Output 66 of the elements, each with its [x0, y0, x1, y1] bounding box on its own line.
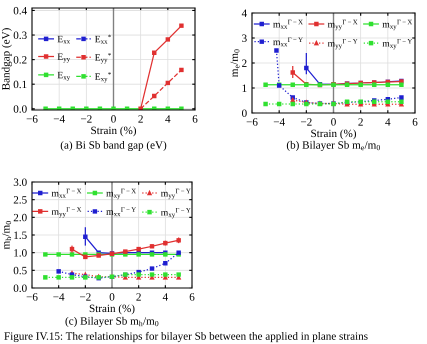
legend-label: m$_{xy}$$^{Γ−X}$ — [106, 188, 136, 200]
x-tick-label: 6 — [190, 293, 194, 301]
y-axis-title: m$_{e}$/m$_{0}$ — [230, 49, 240, 77]
x-tick-label: 6 — [192, 115, 198, 123]
x-axis-title: Strain (%) — [91, 126, 136, 136]
y-tick-label: 0.5 — [14, 266, 27, 274]
x-tick-label: 4 — [165, 115, 170, 123]
legend-label: E$_{yy}$$^{*}$ — [94, 53, 111, 64]
y-axis-title: m$_{h}$/m$_{0}$ — [2, 221, 12, 250]
y-tick-label: 3.0 — [14, 178, 27, 186]
y-tick-label: 1 — [242, 84, 246, 92]
x-tick-label: −2 — [80, 115, 92, 123]
y-tick-label: 2.0 — [14, 214, 27, 222]
legend-label: m$_{yy}$$^{Γ−X}$ — [328, 20, 358, 30]
y-tick-label: 1.0 — [14, 249, 27, 257]
x-axis-title: Strain (%) — [90, 304, 134, 314]
x-tick-label: −4 — [274, 118, 285, 126]
legend-label: m$_{xx}$$^{Γ−X}$ — [273, 20, 303, 29]
legend-label: m$_{xx}$$^{Γ−Y}$ — [273, 38, 303, 46]
y-tick-label: 0.0 — [14, 105, 27, 113]
y-tick-label: 3 — [242, 34, 247, 42]
x-tick-label: −4 — [53, 293, 64, 301]
legend-label: m$_{yy}$$^{Γ−X}$ — [52, 207, 82, 218]
legend-label: E$_{xx}$$^{*}$ — [94, 34, 111, 44]
x-tick-label: 0 — [331, 118, 336, 126]
x-tick-label: 2 — [136, 293, 141, 301]
text: (c) Bilayer Sb m$_{h}$/m$_{0}$ — [65, 316, 158, 327]
legend-label: m$_{xx}$$^{Γ−X}$ — [52, 188, 82, 198]
x-tick-label: −6 — [26, 293, 38, 301]
legend-label: E$_{yy}$ — [58, 53, 70, 63]
y-tick-label: 1.5 — [14, 232, 27, 240]
x-tick-label: −2 — [300, 118, 312, 126]
x-tick-label: −2 — [80, 293, 91, 301]
x-tick-label: −6 — [246, 118, 258, 126]
legend-label: m$_{xy}$$^{Γ−Y}$ — [160, 208, 191, 218]
x-tick-label: 4 — [385, 118, 390, 126]
x-tick-label: 2 — [358, 118, 363, 126]
legend-label: m$_{xy}$$^{Γ−Y}$ — [382, 38, 412, 50]
x-tick-label: −4 — [54, 115, 65, 123]
x-tick-label: 4 — [162, 293, 168, 301]
legend-label: m$_{yy}$$^{Γ−Y}$ — [160, 188, 191, 200]
text: (b) Bilayer Sb m$_{e}$/m$_{0}$ — [286, 140, 380, 151]
text: Figure IV.15: The relationships for bilayer Sb between the applied in plane strains — [4, 332, 368, 342]
legend-label: E$_{xx}$ — [58, 36, 70, 44]
legend-label: m$_{yy}$$^{Γ−Y}$ — [328, 38, 358, 50]
y-tick-label: 4 — [242, 10, 247, 17]
y-axis-title: Bandgap (eV) — [2, 28, 12, 90]
x-tick-label: 6 — [412, 118, 418, 126]
y-tick-label: 0 — [242, 109, 247, 117]
x-tick-label: 0 — [110, 293, 114, 301]
y-tick-label: 2.5 — [14, 196, 27, 204]
x-tick-label: 2 — [138, 115, 143, 123]
y-tick-label: 0.4 — [14, 6, 27, 14]
legend-label: E$_{xy}$ — [58, 72, 70, 82]
legend-label: m$_{xx}$$^{Γ−Y}$ — [106, 207, 136, 216]
y-tick-label: 0.2 — [14, 56, 27, 64]
legend-label: E$_{xy}$$^{*}$ — [94, 72, 111, 83]
text: (a) Bi Sb band gap (eV) — [60, 140, 166, 152]
x-tick-label: 0 — [111, 115, 116, 123]
y-tick-label: 0.3 — [14, 32, 27, 40]
x-tick-label: −6 — [26, 115, 38, 123]
y-tick-label: 0.0 — [14, 284, 27, 292]
legend-label: m$_{xy}$$^{Γ−X}$ — [382, 20, 412, 30]
x-axis-title: Strain (%) — [311, 129, 356, 140]
y-tick-label: 0.1 — [14, 80, 26, 88]
y-tick-label: 2 — [242, 59, 247, 67]
